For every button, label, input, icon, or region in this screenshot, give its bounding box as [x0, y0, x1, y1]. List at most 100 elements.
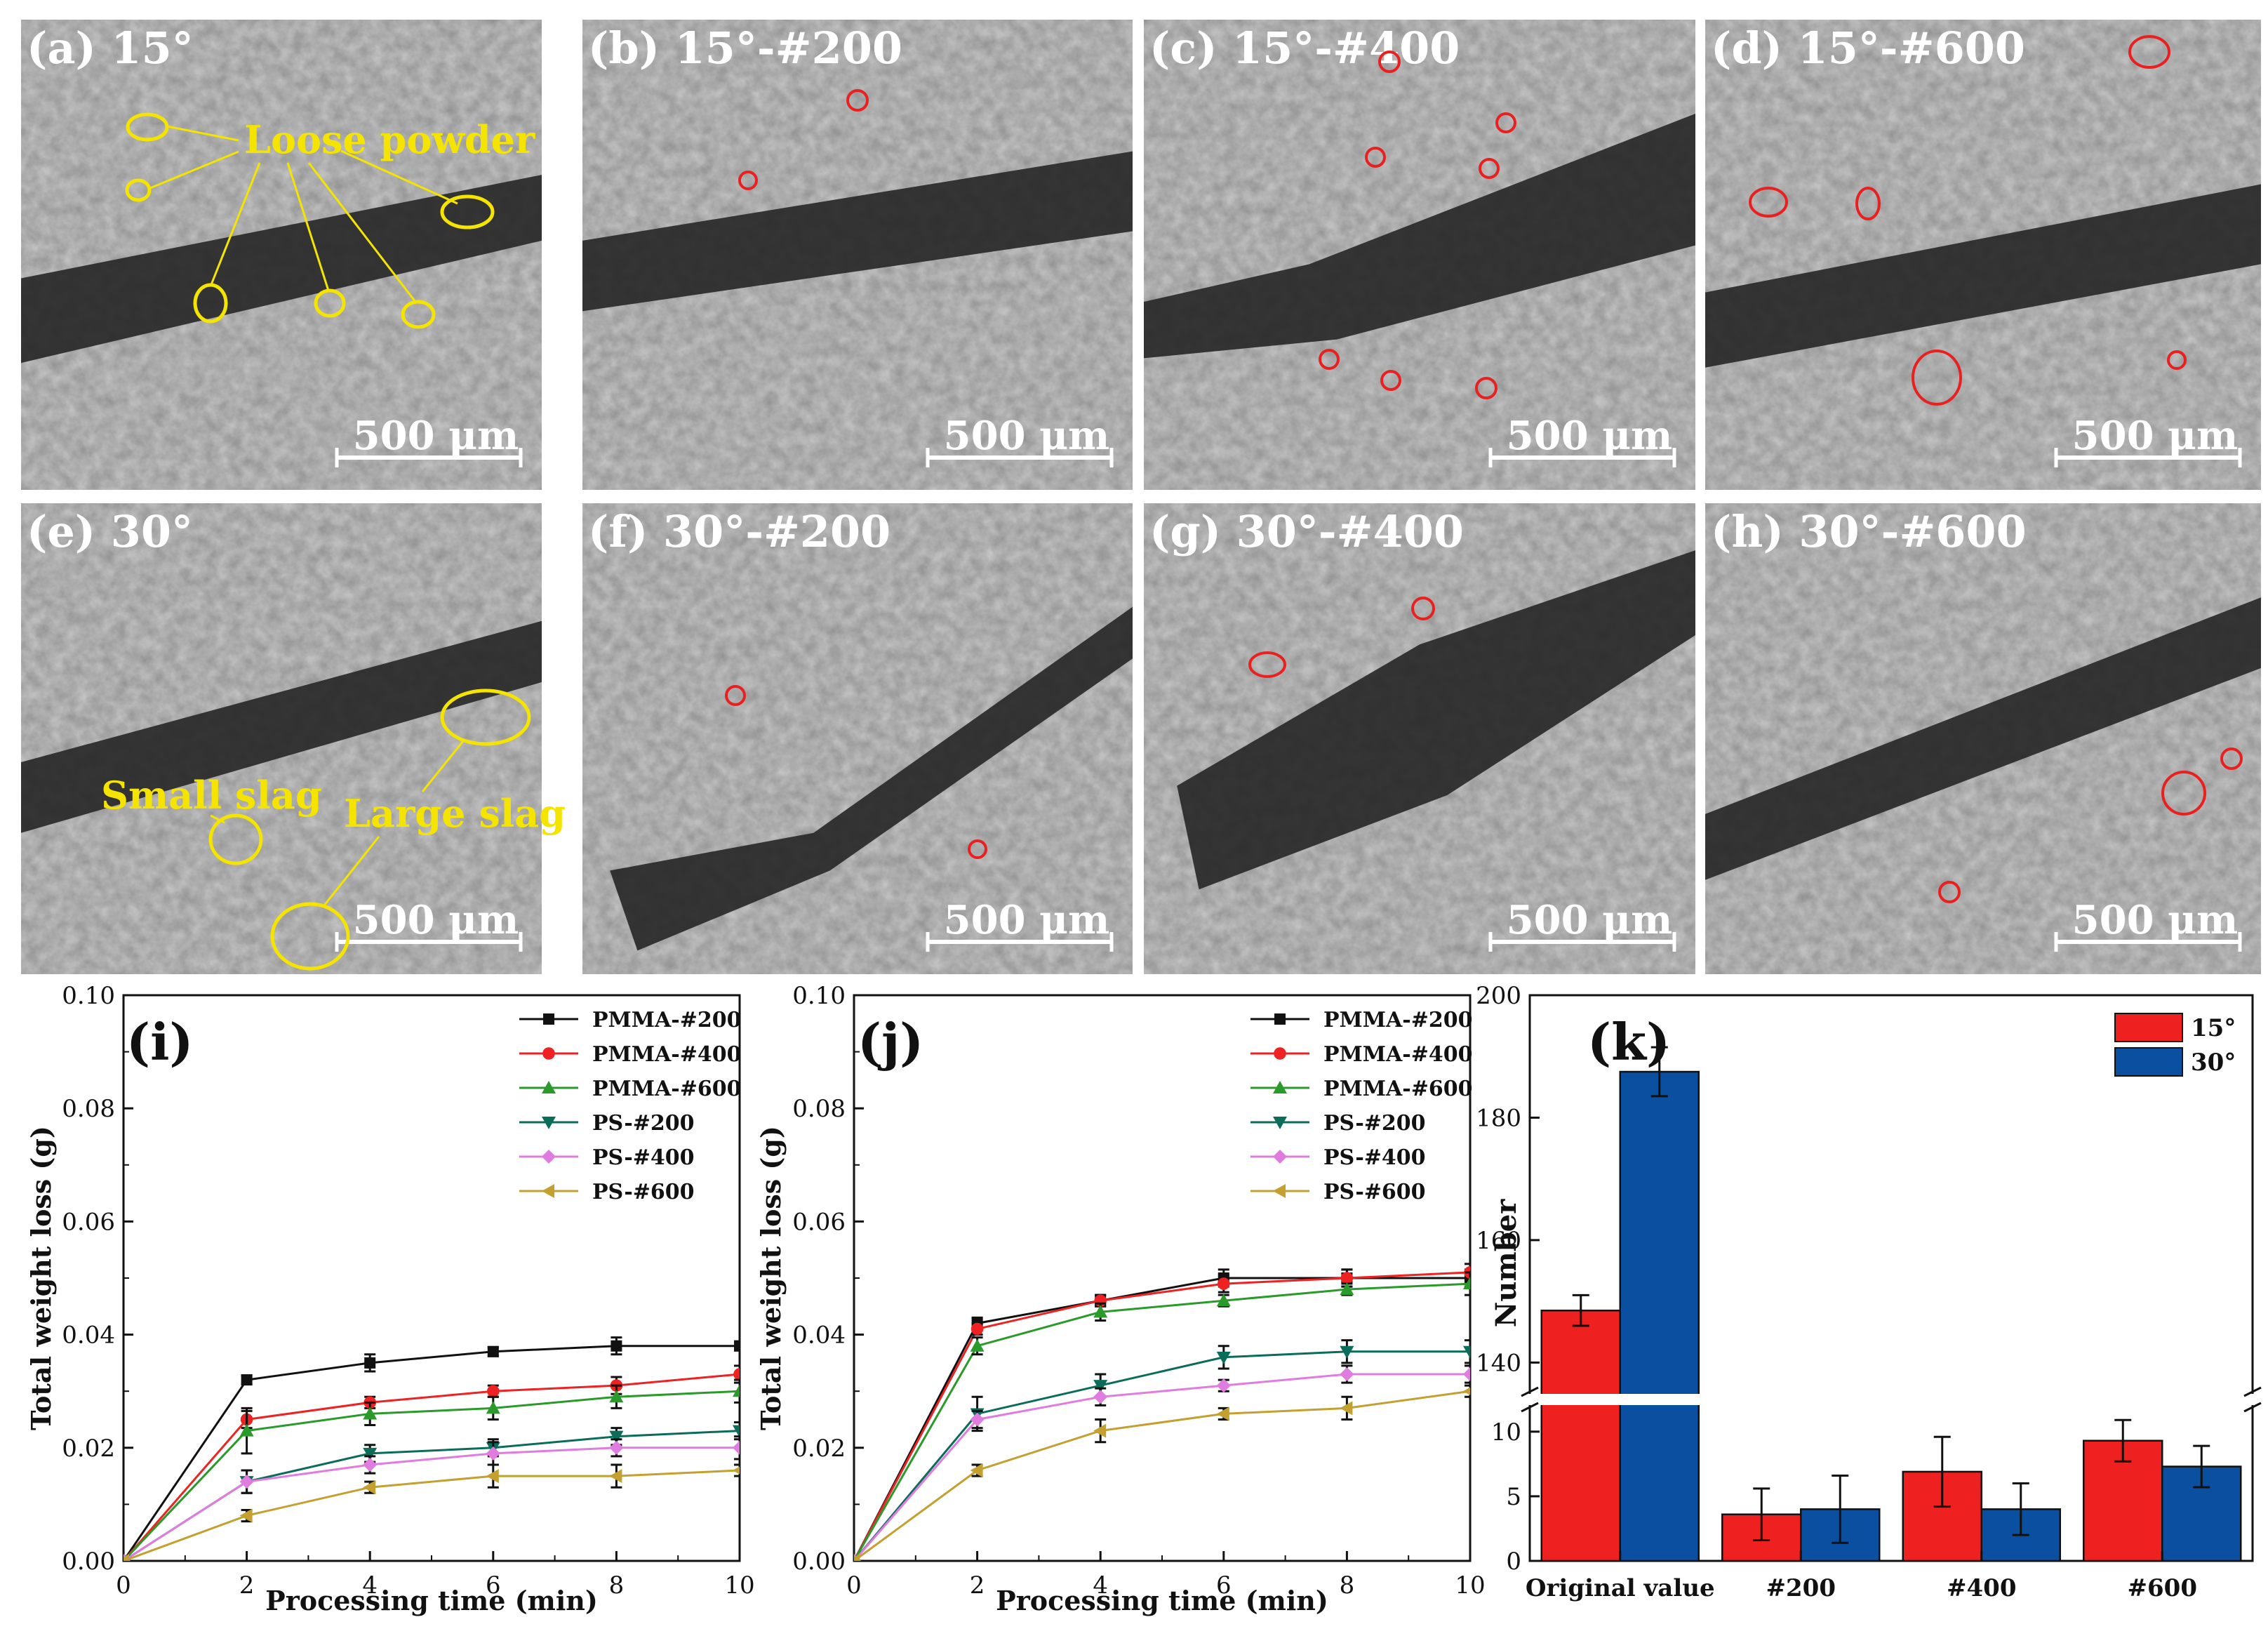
annotation-leader-line [166, 125, 239, 142]
annotation-leader-line [307, 162, 417, 302]
annotation-leader-line [209, 162, 261, 287]
chart-k-frame [1528, 994, 2254, 1562]
x-tick-label: 8 [1340, 1571, 1355, 1600]
data-point [733, 1466, 740, 1475]
sem-panel-g: (g) 30°-#400 500 μm [1144, 503, 1695, 974]
y-tick-label: 0.10 [792, 982, 846, 1010]
chart-i-weight-loss-15deg: (i) 0 2 4 6 8 10 0.00 0.02 0.04 0.06 0.08 0.10 PMMA… [25, 982, 755, 1616]
series-line [854, 1350, 1470, 1561]
annotation-leader-line [340, 149, 458, 205]
scale-bar-label: 500 μm [944, 897, 1110, 943]
red-defect-circle [1378, 51, 1401, 73]
data-point [1463, 1367, 1470, 1382]
red-defect-circle [1248, 651, 1286, 678]
data-point [1218, 1277, 1230, 1290]
y-tick-label: 0.02 [62, 1435, 115, 1463]
series-line [124, 1390, 740, 1561]
panel-a-annotations: Loose powder [149, 117, 535, 302]
red-defect-circle [1495, 112, 1516, 133]
legend-label: PS-#400 [1323, 1145, 1426, 1170]
x-tick-label: 6 [1216, 1571, 1232, 1600]
series-line [124, 1430, 740, 1561]
data-point [970, 1338, 985, 1352]
data-point [1093, 1390, 1108, 1404]
bar-group-Original value [1540, 1046, 1700, 1562]
axis-break-mark [1521, 1402, 1539, 1413]
data-point [363, 1447, 378, 1461]
data-point [363, 1457, 378, 1472]
series-line [124, 1345, 740, 1561]
yellow-highlight-circle [270, 902, 350, 971]
x-tick-label: 2 [239, 1571, 255, 1600]
data-point [486, 1469, 499, 1484]
red-defect-circle [2167, 350, 2187, 370]
sem-panel-label: (a) 15° [27, 22, 194, 74]
yellow-highlight-circle [208, 813, 263, 865]
sem-panel-e: (e) 30° 500 μm [21, 503, 542, 974]
y-tick-label: 0.08 [62, 1095, 115, 1123]
sem-panel-label: (e) 30° [27, 506, 193, 557]
y-tick-label: 5 [1506, 1483, 1521, 1511]
sem-strut-gap [1144, 114, 1695, 359]
x-category-label: #600 [2128, 1574, 2197, 1602]
sem-panel-label: (g) 30°-#400 [1149, 506, 1464, 557]
sem-panel-b: (b) 15°-#200 500 μm [582, 20, 1133, 490]
data-point [609, 1440, 624, 1455]
x-category-label: #200 [1766, 1574, 1836, 1602]
x-tick-label: 8 [609, 1571, 625, 1600]
series-line [854, 1390, 1470, 1561]
data-point [486, 1401, 500, 1414]
y-tick-label: 0.00 [792, 1548, 846, 1576]
x-tick-label: 4 [362, 1571, 378, 1600]
scale-bar-label: 500 μm [1507, 897, 1673, 943]
red-defect-circle [968, 839, 987, 859]
legend-label: PMMA-#200 [1323, 1008, 1472, 1032]
data-point [733, 1425, 740, 1438]
data-point [611, 1340, 622, 1352]
sem-strut-gap [610, 606, 1133, 951]
legend-marker [542, 1047, 555, 1060]
sem-strut-gap [1705, 597, 2261, 880]
legend-marker [542, 1081, 556, 1093]
legend-label: 15° [2191, 1014, 2236, 1042]
data-point [241, 1374, 253, 1386]
legend-marker [1273, 1184, 1286, 1198]
legend-marker [1273, 1150, 1287, 1164]
data-point [1216, 1406, 1229, 1421]
y-tick-label: 0 [1506, 1548, 1521, 1576]
data-point [1340, 1345, 1354, 1359]
chart-j-xlabel: Processing time (min) [996, 1585, 1328, 1616]
data-point [970, 1412, 985, 1427]
sem-panel-label: (h) 30°-#600 [1711, 506, 2027, 557]
annotation-leader-line [149, 150, 239, 189]
red-defect-circle [1479, 158, 1500, 179]
series-PMMA-#600 [854, 1271, 1470, 1561]
data-point [970, 1322, 984, 1336]
data-point [1216, 1378, 1231, 1393]
red-defect-circle [1365, 147, 1386, 168]
y-tick-label: 10 [1491, 1418, 1521, 1447]
data-point [1093, 1305, 1108, 1318]
sem-panel-label: (f) 30°-#200 [588, 506, 890, 557]
data-point [124, 1554, 129, 1561]
red-defect-circle [738, 171, 758, 190]
legend-swatch [2114, 1047, 2183, 1077]
chart-j-weight-loss-30deg: (j) 0 2 4 6 8 10 0.00 0.02 0.04 0.06 0.08 0.10 PMMA… [755, 982, 1486, 1616]
data-point [1216, 1351, 1231, 1364]
legend-marker [1274, 1047, 1286, 1060]
data-point [1463, 1387, 1470, 1395]
legend-label: 30° [2191, 1049, 2236, 1077]
yellow-highlight-circle [440, 689, 531, 746]
chart-j-ylabel: Total weight loss (g) [755, 1126, 787, 1430]
series-PMMA-#600 [124, 1378, 740, 1561]
chart-k-defect-number: (k) 140 160 180 200 0 5 10 Original value #200 #4… [1476, 982, 2262, 1602]
series-line [124, 1469, 740, 1561]
sem-panel-f: (f) 30°-#200 500 μm [582, 503, 1133, 974]
data-point [1093, 1423, 1107, 1438]
series-line [854, 1277, 1470, 1561]
red-defect-circle [1475, 377, 1497, 399]
series-PS-#400 [124, 1435, 740, 1561]
x-tick-label: 4 [1093, 1571, 1108, 1600]
large-slag-label: Large slag [344, 791, 566, 836]
annotation-leader-line [210, 814, 225, 824]
